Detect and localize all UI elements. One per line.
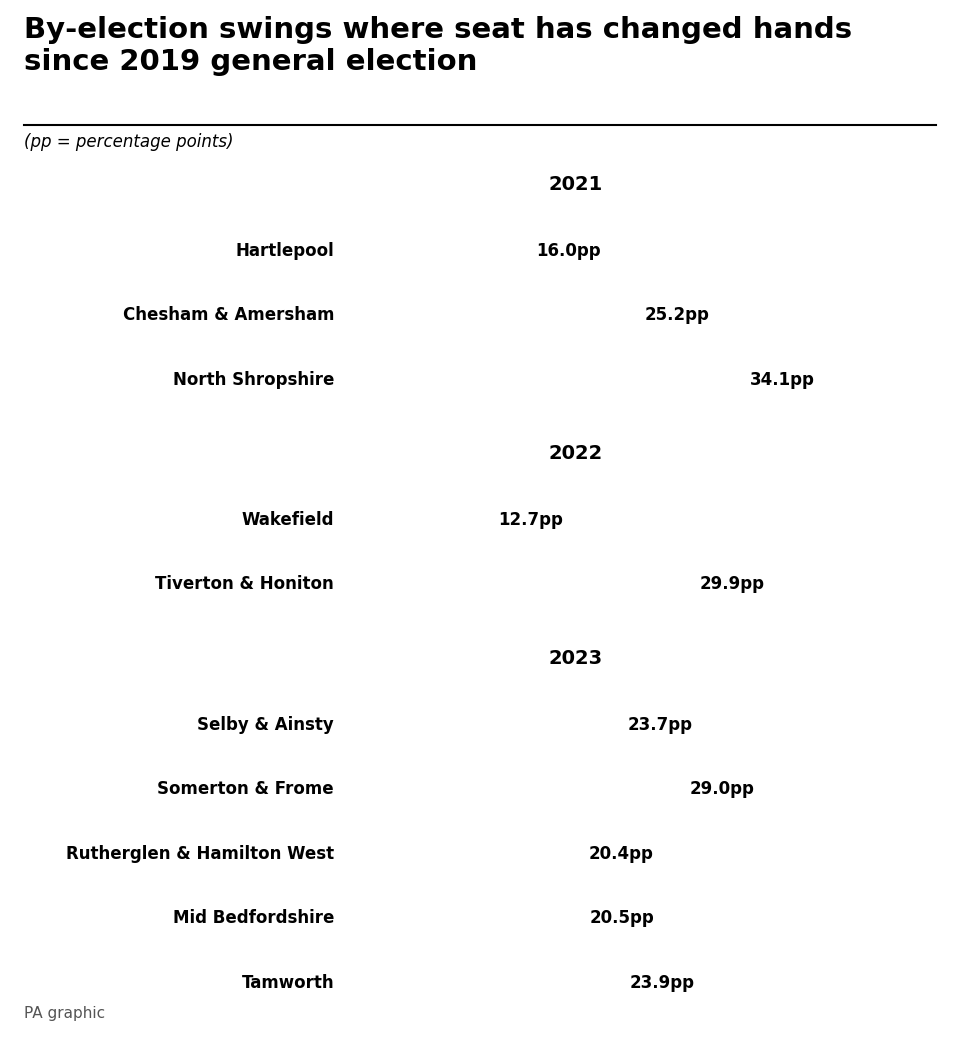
Text: (Con to Lib Dem): (Con to Lib Dem) — [351, 780, 509, 799]
Text: 12.7pp: 12.7pp — [498, 511, 563, 529]
Text: By-election swings where seat has changed hands
since 2019 general election: By-election swings where seat has change… — [24, 16, 852, 76]
Text: (Con to Lib Dem): (Con to Lib Dem) — [351, 575, 509, 594]
Text: 20.4pp: 20.4pp — [588, 844, 653, 863]
Text: 23.9pp: 23.9pp — [630, 973, 694, 992]
Text: 16.0pp: 16.0pp — [537, 241, 601, 260]
Text: (Con to Lib Dem): (Con to Lib Dem) — [349, 306, 508, 324]
Text: 2021: 2021 — [549, 175, 603, 193]
Text: Tiverton & Honiton: Tiverton & Honiton — [156, 575, 334, 594]
Text: Rutherglen & Hamilton West: Rutherglen & Hamilton West — [66, 844, 334, 863]
Text: Wakefield: Wakefield — [242, 511, 334, 529]
Text: North Shropshire: North Shropshire — [173, 370, 334, 389]
Text: (Con to Lab): (Con to Lab) — [346, 511, 461, 529]
Text: 2023: 2023 — [549, 649, 603, 668]
Text: (SNP to Lab): (SNP to Lab) — [348, 844, 466, 863]
Text: 25.2pp: 25.2pp — [645, 306, 709, 324]
Text: (Con to Lab): (Con to Lab) — [349, 716, 465, 734]
Text: Tamworth: Tamworth — [242, 973, 334, 992]
Text: (Lab to Con): (Lab to Con) — [347, 241, 462, 260]
Text: 29.0pp: 29.0pp — [689, 780, 755, 799]
Text: Selby & Ainsty: Selby & Ainsty — [198, 716, 334, 734]
Text: (Con to Lab): (Con to Lab) — [349, 973, 465, 992]
Text: (pp = percentage points): (pp = percentage points) — [24, 133, 233, 151]
Text: 23.7pp: 23.7pp — [627, 716, 692, 734]
Text: Somerton & Frome: Somerton & Frome — [157, 780, 334, 799]
Text: 34.1pp: 34.1pp — [750, 370, 814, 389]
Text: (Con to Lab): (Con to Lab) — [348, 909, 463, 928]
Text: 29.9pp: 29.9pp — [700, 575, 765, 594]
Text: PA graphic: PA graphic — [24, 1007, 106, 1021]
Text: Mid Bedfordshire: Mid Bedfordshire — [173, 909, 334, 928]
Text: Hartlepool: Hartlepool — [235, 241, 334, 260]
Text: Chesham & Amersham: Chesham & Amersham — [123, 306, 334, 324]
Text: 2022: 2022 — [549, 444, 603, 463]
Text: 20.5pp: 20.5pp — [589, 909, 655, 928]
Text: (Con to Lib Dem): (Con to Lib Dem) — [353, 370, 511, 389]
